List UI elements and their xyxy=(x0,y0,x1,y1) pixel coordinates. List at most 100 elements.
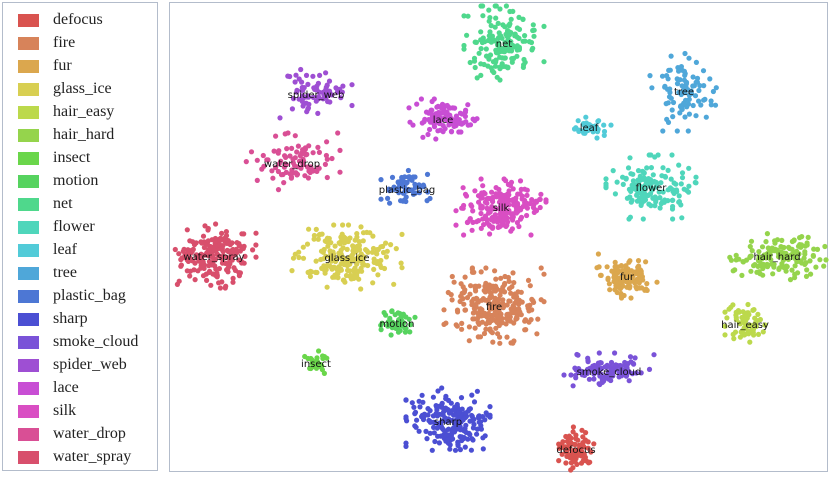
point-motion xyxy=(407,329,413,335)
point-water-drop xyxy=(287,171,293,177)
point-glass-ice xyxy=(300,244,306,250)
point-water-spray xyxy=(204,277,210,283)
point-silk xyxy=(510,186,516,192)
point-sharp xyxy=(411,404,417,410)
point-net xyxy=(541,59,547,65)
point-hair-hard xyxy=(784,252,790,259)
point-silk xyxy=(537,196,543,202)
point-sharp xyxy=(463,410,469,416)
point-hair-easy xyxy=(745,328,752,334)
point-tree xyxy=(691,83,698,89)
point-hair-easy xyxy=(752,315,758,321)
point-sharp xyxy=(439,385,445,391)
point-motion xyxy=(395,320,401,326)
point-hair-hard xyxy=(807,258,813,264)
point-sharp xyxy=(425,406,431,412)
point-defocus xyxy=(580,458,586,464)
point-sharp xyxy=(476,419,482,425)
point-fire xyxy=(497,287,504,293)
point-hair-easy xyxy=(737,320,743,326)
point-fire xyxy=(469,265,475,271)
legend-label: motion xyxy=(53,172,99,189)
point-fire xyxy=(506,278,512,284)
point-sharp xyxy=(429,447,435,453)
point-water-drop xyxy=(308,164,314,170)
point-tree xyxy=(676,68,682,74)
point-defocus xyxy=(559,445,565,451)
legend-item-hair-easy: hair_easy xyxy=(18,102,114,122)
point-silk xyxy=(518,214,525,220)
point-hair-easy xyxy=(755,311,761,317)
point-tree xyxy=(703,114,709,120)
point-hair-hard xyxy=(733,252,739,258)
point-fire xyxy=(497,292,503,298)
point-hair-hard xyxy=(787,277,794,283)
point-silk xyxy=(470,219,476,225)
point-fire xyxy=(473,288,479,294)
point-hair-hard xyxy=(730,268,736,274)
point-fire xyxy=(477,334,484,340)
legend-item-plastic-bag: plastic_bag xyxy=(18,286,126,306)
point-glass-ice xyxy=(345,222,352,228)
point-lace xyxy=(474,116,480,122)
point-fur xyxy=(628,295,634,301)
point-glass-ice xyxy=(338,267,344,273)
point-spider-web xyxy=(323,70,329,76)
point-net xyxy=(496,43,502,49)
point-glass-ice xyxy=(354,257,360,263)
point-water-spray xyxy=(194,255,200,261)
point-glass-ice xyxy=(378,244,384,250)
point-motion xyxy=(402,325,408,331)
point-fur xyxy=(622,278,629,284)
point-glass-ice xyxy=(340,245,346,251)
point-flower xyxy=(628,199,634,205)
point-net xyxy=(461,46,467,52)
point-silk xyxy=(517,178,524,184)
point-defocus xyxy=(573,432,579,438)
point-glass-ice xyxy=(356,239,362,245)
point-hair-hard xyxy=(810,252,816,259)
point-water-drop xyxy=(322,161,328,167)
point-water-drop xyxy=(281,180,287,186)
point-water-spray xyxy=(181,246,187,252)
point-fire xyxy=(506,298,512,304)
point-motion xyxy=(399,318,405,324)
point-flower xyxy=(653,180,660,186)
point-smoke-cloud xyxy=(618,364,624,370)
point-tree xyxy=(668,53,674,59)
point-water-spray xyxy=(209,237,215,243)
legend-label: insect xyxy=(53,149,91,166)
point-fire xyxy=(493,276,499,282)
point-water-spray xyxy=(253,230,259,236)
point-water-spray xyxy=(213,221,219,227)
point-glass-ice xyxy=(343,272,350,279)
point-net xyxy=(472,64,478,71)
point-lace xyxy=(448,129,455,135)
point-motion xyxy=(395,310,401,316)
point-lace xyxy=(451,123,457,129)
point-motion xyxy=(406,316,412,322)
legend-swatch xyxy=(18,243,39,257)
point-fire xyxy=(466,324,472,330)
point-water-spray xyxy=(207,250,213,256)
point-fire xyxy=(441,321,447,327)
point-water-spray xyxy=(192,277,198,283)
point-fire xyxy=(475,315,481,321)
point-fur xyxy=(627,258,633,264)
cluster-smoke-cloud xyxy=(561,350,657,389)
point-water-spray xyxy=(236,242,242,249)
point-net xyxy=(506,48,512,54)
point-net xyxy=(499,35,505,41)
point-spider-web xyxy=(298,66,304,73)
point-fire xyxy=(519,299,525,305)
point-sharp xyxy=(419,392,425,398)
point-water-drop xyxy=(294,149,300,155)
point-glass-ice xyxy=(328,258,335,264)
point-water-spray xyxy=(208,282,214,288)
point-sharp xyxy=(467,431,473,438)
point-flower xyxy=(603,185,609,191)
point-glass-ice xyxy=(337,241,343,247)
point-smoke-cloud xyxy=(601,376,607,382)
point-motion xyxy=(378,327,384,333)
point-fire xyxy=(528,317,534,323)
